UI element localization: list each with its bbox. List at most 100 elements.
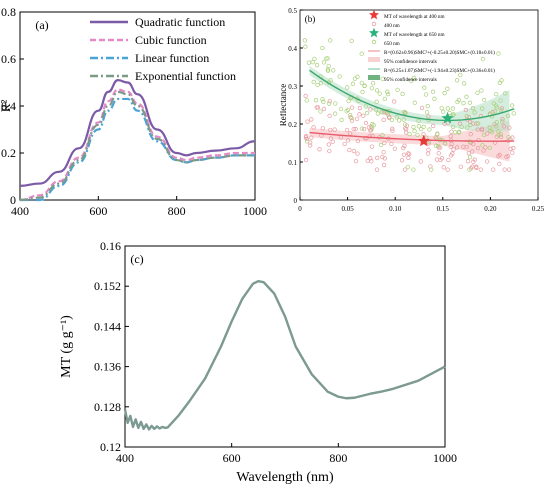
scatter-point — [309, 135, 314, 140]
scatter-point — [448, 144, 453, 150]
legend-label: Cubic function — [135, 33, 207, 47]
scatter-point — [364, 110, 370, 116]
scatter-point — [472, 157, 477, 162]
scatter-point — [328, 127, 333, 133]
scatter-point — [325, 68, 331, 73]
scatter-point — [352, 76, 358, 81]
scatter-point — [357, 112, 362, 117]
legend-label: Linear function — [135, 51, 209, 65]
x-tick-label: 400 — [116, 451, 134, 465]
scatter-point — [442, 141, 448, 146]
scatter-point — [394, 115, 399, 120]
panel-label: (b) — [305, 14, 316, 24]
scatter-point — [475, 127, 480, 132]
y-axis-label: R² — [0, 100, 13, 113]
scatter-point — [439, 106, 444, 111]
scatter-point — [361, 113, 366, 118]
scatter-point — [359, 51, 364, 56]
scatter-point — [379, 110, 384, 115]
scatter-point — [498, 107, 504, 113]
scatter-point — [434, 157, 440, 162]
scatter-point — [500, 117, 505, 122]
scatter-point — [462, 81, 467, 86]
scatter-point — [311, 79, 316, 85]
scatter-point — [461, 144, 466, 149]
scatter-point — [450, 106, 455, 111]
scatter-point — [338, 106, 344, 112]
scatter-point — [405, 164, 411, 170]
legend-swatch — [368, 9, 380, 20]
scatter-point — [353, 158, 359, 164]
series-line-0 — [19, 79, 256, 187]
scatter-point — [418, 159, 423, 164]
scatter-point — [327, 99, 332, 104]
scatter-point — [483, 145, 488, 150]
x-tick-label: 0.05 — [341, 205, 354, 213]
x-tick-label: 600 — [223, 451, 241, 465]
y-tick-label: 0.6 — [1, 52, 16, 66]
scatter-point — [510, 103, 515, 108]
scatter-point — [464, 94, 469, 99]
y-tick-label: 0.4 — [1, 99, 16, 113]
scatter-point — [328, 38, 333, 43]
scatter-point — [349, 105, 355, 110]
scatter-point — [401, 145, 406, 151]
scatter-point — [493, 103, 499, 108]
scatter-point — [359, 80, 365, 86]
scatter-point — [380, 133, 385, 138]
scatter-point — [346, 98, 351, 104]
scatter-point — [458, 72, 463, 78]
legend-label: Exponential function — [135, 69, 236, 83]
scatter-point — [412, 128, 417, 134]
scatter-point — [349, 38, 354, 44]
y-tick-label: 0.128 — [94, 400, 121, 414]
scatter-point — [409, 78, 414, 84]
scatter-point — [472, 110, 477, 115]
scatter-point — [481, 132, 487, 138]
y-tick-label: 0 — [294, 197, 298, 205]
scatter-point — [435, 143, 441, 149]
scatter-point — [450, 151, 455, 156]
scatter-point — [467, 155, 473, 160]
scatter-point — [320, 97, 325, 102]
scatter-point — [302, 38, 308, 43]
scatter-point — [339, 117, 344, 123]
scatter-point — [506, 134, 511, 140]
scatter-point — [332, 111, 338, 116]
scatter-point — [402, 109, 407, 115]
scatter-point — [461, 101, 466, 106]
scatter-point — [369, 126, 375, 131]
scatter-point — [480, 106, 485, 111]
scatter-point — [327, 113, 332, 118]
scatter-point — [355, 138, 361, 144]
x-tick-label: 0.15 — [437, 205, 450, 213]
scatter-point — [497, 152, 502, 158]
scatter-point — [493, 124, 499, 129]
scatter-point — [370, 122, 375, 127]
scatter-point — [406, 151, 411, 156]
scatter-point — [449, 129, 454, 134]
legend-swatch — [368, 27, 380, 38]
scatter-point — [492, 109, 497, 114]
scatter-point — [320, 45, 325, 51]
scatter-point — [454, 78, 460, 83]
scatter-point — [450, 124, 456, 130]
scatter-point — [494, 105, 499, 110]
chart-panel-c: 400 600 800 1000 0.12 0.128 0.136 0.144 0.152 0.1… — [59, 239, 457, 485]
scatter-point — [304, 98, 309, 103]
x-axis-label: Wavelength (nm) — [236, 470, 334, 485]
scatter-point — [318, 80, 324, 86]
scatter-point — [321, 60, 327, 65]
scatter-point — [380, 154, 385, 160]
y-tick-label: 0.152 — [94, 279, 121, 293]
scatter-point — [467, 100, 473, 105]
scatter-point — [304, 139, 310, 144]
scatter-point — [377, 91, 382, 96]
scatter-point — [330, 139, 335, 144]
scatter-point — [426, 141, 431, 146]
scatter-point — [375, 111, 381, 116]
legend-label: MT of wavelength at 400 nm — [384, 13, 445, 20]
fit-line-0 — [309, 131, 515, 142]
scatter-point — [375, 155, 380, 161]
scatter-point — [500, 119, 505, 124]
